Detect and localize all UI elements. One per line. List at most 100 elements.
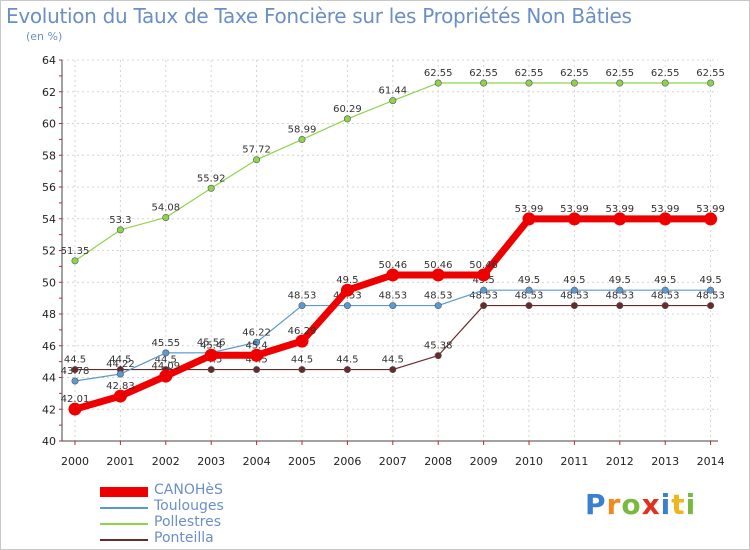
data-label: 53.99 [515, 204, 544, 215]
chart-subtitle: (en %) [26, 30, 63, 43]
data-label: 57.72 [242, 145, 271, 156]
data-point [68, 402, 82, 416]
data-label: 45.4 [200, 340, 222, 351]
y-tick-label: 42 [42, 403, 56, 416]
data-label: 44.5 [155, 355, 177, 366]
data-label: 49.5 [563, 275, 585, 286]
legend-label: CANOHèS [154, 482, 223, 498]
data-label: 62.55 [696, 68, 725, 79]
data-label: 62.55 [651, 68, 680, 79]
data-point [340, 283, 354, 297]
data-label: 62.55 [560, 68, 589, 79]
y-tick-label: 46 [42, 340, 56, 353]
data-label: 48.53 [469, 291, 498, 302]
logo-letter: i [660, 488, 672, 521]
x-tick-label: 2007 [379, 455, 407, 468]
data-point [434, 352, 442, 360]
data-point [253, 366, 261, 374]
legend-item: Toulouges [100, 498, 360, 516]
data-label: 48.53 [651, 291, 680, 302]
x-tick-label: 2003 [197, 455, 225, 468]
y-tick-label: 48 [42, 308, 56, 321]
data-label: 62.55 [515, 68, 544, 79]
data-label: 43.78 [61, 366, 90, 377]
data-label: 48.53 [560, 291, 589, 302]
x-tick-label: 2004 [243, 455, 271, 468]
x-tick-label: 2005 [288, 455, 316, 468]
data-label: 50.46 [469, 260, 498, 271]
data-point [707, 79, 715, 87]
data-point [707, 302, 715, 310]
data-label: 62.55 [605, 68, 634, 79]
logo-letter: o [621, 488, 642, 521]
legend-label: Ponteilla [154, 530, 214, 546]
data-point [204, 348, 218, 362]
chart-title: Evolution du Taux de Taxe Foncière sur l… [6, 4, 632, 28]
data-label: 48.53 [378, 291, 407, 302]
data-point [116, 226, 124, 234]
logo-letter: t [671, 488, 686, 521]
data-point [162, 213, 170, 221]
data-label: 48.53 [424, 291, 453, 302]
legend-swatch [100, 507, 148, 509]
data-point [661, 286, 669, 294]
data-point [295, 334, 309, 348]
data-label: 45.56 [197, 338, 226, 349]
data-point [616, 286, 624, 294]
data-label: 45.55 [151, 338, 180, 349]
data-point [661, 302, 669, 310]
data-label: 49.5 [336, 275, 358, 286]
data-label: 44.5 [382, 355, 404, 366]
x-tick-label: 2014 [697, 455, 725, 468]
data-point [477, 268, 491, 282]
data-point [250, 348, 264, 362]
data-point [253, 156, 261, 164]
data-point [570, 79, 578, 87]
data-point [434, 302, 442, 310]
x-tick-label: 2011 [560, 455, 588, 468]
legend-swatch [100, 487, 148, 497]
data-label: 60.29 [333, 104, 362, 115]
data-label: 62.55 [469, 68, 498, 79]
proxiti-logo: Proxiti [585, 488, 696, 521]
data-label: 55.92 [197, 173, 226, 184]
data-label: 44.09 [151, 361, 180, 372]
legend-label: Toulouges [154, 498, 224, 514]
data-label: 48.53 [288, 291, 317, 302]
data-label: 53.99 [605, 204, 634, 215]
data-point [707, 286, 715, 294]
data-point [658, 212, 672, 226]
data-point [570, 286, 578, 294]
data-point [298, 302, 306, 310]
data-label: 45.38 [424, 341, 453, 352]
legend-swatch [100, 539, 148, 541]
legend-item: Ponteilla [100, 530, 360, 548]
data-point [343, 366, 351, 374]
data-point [613, 212, 627, 226]
data-point [207, 366, 215, 374]
data-label: 42.83 [106, 381, 135, 392]
data-label: 61.44 [378, 86, 407, 97]
data-point [113, 389, 127, 403]
data-point [116, 370, 124, 378]
data-point [567, 212, 581, 226]
data-point [480, 79, 488, 87]
data-label: 46.22 [242, 327, 271, 338]
data-label: 53.99 [696, 204, 725, 215]
legend-item: Pollestres [100, 514, 360, 532]
y-tick-label: 54 [42, 213, 56, 226]
data-point [162, 349, 170, 357]
data-label: 49.5 [609, 275, 631, 286]
data-point [661, 79, 669, 87]
data-label: 53.99 [651, 204, 680, 215]
logo-letter: P [585, 488, 607, 521]
data-label: 42.01 [61, 394, 90, 405]
y-tick-label: 62 [42, 86, 56, 99]
data-point [570, 302, 578, 310]
y-tick-label: 60 [42, 118, 56, 131]
data-label: 45.4 [245, 340, 267, 351]
data-point [389, 97, 397, 105]
data-point [480, 302, 488, 310]
